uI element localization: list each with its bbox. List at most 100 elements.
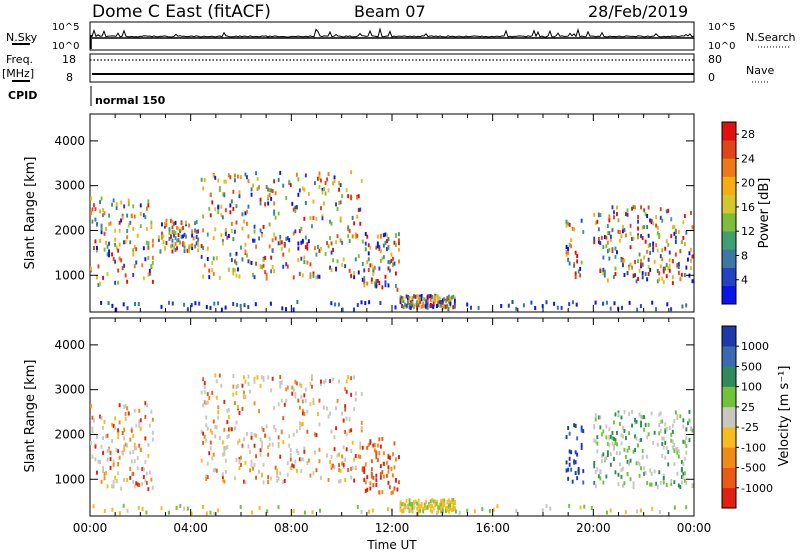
scatter-cell [122, 503, 125, 508]
echo-cell [452, 294, 455, 299]
echo-cell [386, 239, 388, 244]
echo-cell [255, 261, 257, 266]
echo-cell [147, 454, 150, 459]
echo-cell [320, 206, 322, 211]
echo-cell [320, 379, 322, 384]
echo-cell [632, 481, 635, 486]
colorbar-tick-label: 1000 [741, 340, 769, 353]
echo-cell [632, 274, 635, 278]
echo-cell [646, 249, 649, 254]
echo-cell [324, 252, 327, 257]
echo-cell [303, 255, 306, 260]
echo-cell [100, 416, 103, 421]
scatter-cell [186, 506, 189, 511]
echo-cell [357, 254, 360, 259]
echo-cell [643, 208, 646, 213]
echo-cell [303, 260, 306, 265]
colorbar-tick-label: -500 [741, 462, 766, 475]
echo-cell [568, 449, 571, 454]
echo-cell [221, 241, 224, 246]
nsky-tick-high: 10^5 [52, 22, 79, 33]
echo-cell [422, 296, 425, 301]
echo-cell [395, 284, 397, 288]
echo-cell [417, 299, 420, 303]
echo-cell [151, 417, 154, 422]
scatter-cell [530, 300, 533, 305]
echo-cell [634, 418, 636, 422]
echo-cell [127, 198, 130, 203]
echo-cell [323, 405, 325, 410]
echo-cell [108, 222, 110, 227]
echo-cell [124, 412, 127, 416]
echo-cell [568, 462, 571, 467]
echo-cell [145, 481, 148, 485]
echo-cell [103, 211, 106, 216]
echo-cell [605, 424, 608, 429]
echo-cell [294, 459, 297, 464]
echo-cell [567, 221, 570, 226]
echo-cell [244, 460, 247, 465]
echo-cell [100, 444, 103, 449]
echo-cell [608, 256, 611, 261]
echo-cell [637, 215, 639, 219]
echo-cell [267, 194, 270, 199]
echo-cell [398, 480, 400, 485]
echo-cell [565, 250, 568, 255]
echo-cell [135, 481, 138, 486]
scatter-cell [239, 505, 242, 509]
echo-cell [605, 456, 608, 461]
colorbar-tick-label: 500 [741, 360, 762, 373]
echo-cell [105, 240, 107, 245]
echo-cell [691, 483, 694, 487]
echo-cell [212, 419, 215, 424]
echo-cell [680, 460, 683, 465]
echo-cell [183, 232, 186, 237]
echo-cell [241, 212, 244, 217]
echo-cell [195, 229, 198, 234]
echo-cell [150, 225, 153, 230]
echo-cell [336, 206, 339, 211]
echo-cell [353, 457, 356, 462]
echo-cell [327, 477, 330, 482]
echo-cell [447, 294, 450, 299]
echo-cell [118, 403, 121, 408]
echo-cell [574, 460, 577, 465]
echo-cell [632, 485, 635, 490]
scatter-cell [360, 509, 363, 514]
echo-cell [658, 470, 661, 475]
echo-cell [423, 506, 426, 511]
echo-cell [301, 408, 304, 413]
echo-cell [384, 283, 387, 288]
echo-cell [441, 298, 444, 303]
echo-cell [255, 171, 257, 176]
echo-cell [641, 271, 644, 276]
echo-cell [224, 227, 227, 232]
scatter-cell [458, 510, 461, 515]
echo-cell [300, 256, 303, 261]
echo-cell [643, 255, 646, 260]
echo-cell [387, 245, 390, 250]
echo-cell [121, 451, 124, 456]
echo-cell [446, 296, 449, 300]
echo-cell [283, 478, 286, 483]
scatter-cell [436, 304, 438, 308]
echo-cell [447, 503, 450, 508]
echo-cell [444, 509, 447, 514]
echo-cell [270, 196, 273, 201]
echo-cell [265, 272, 268, 277]
echo-cell [347, 234, 350, 239]
echo-cell [361, 239, 364, 244]
echo-cell [261, 426, 263, 431]
echo-cell [177, 233, 180, 237]
echo-cell [271, 248, 274, 253]
echo-cell [200, 390, 203, 395]
echo-cell [291, 463, 294, 468]
echo-cell [268, 442, 271, 447]
echo-cell [683, 242, 686, 246]
echo-cell [650, 471, 653, 476]
echo-cell [602, 245, 605, 250]
scatter-cell [685, 505, 688, 510]
echo-cell [114, 416, 117, 421]
echo-cell [309, 272, 312, 277]
echo-cell [96, 248, 98, 253]
